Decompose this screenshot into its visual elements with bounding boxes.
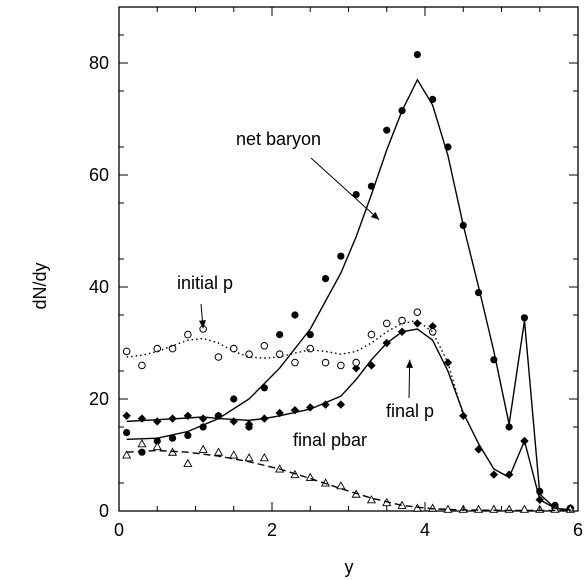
data-point-open-triangle bbox=[428, 503, 438, 512]
data-point-filled-circle bbox=[321, 275, 330, 283]
data-point-open-circle bbox=[398, 316, 406, 325]
annotation-label: net baryon bbox=[236, 129, 321, 149]
data-point-filled-diamond bbox=[198, 414, 208, 423]
data-point-open-circle bbox=[153, 344, 162, 353]
data-point-filled-circle bbox=[153, 437, 161, 445]
series-7-curve bbox=[126, 449, 571, 512]
annotation-label: final p bbox=[386, 401, 434, 421]
data-point-open-circle bbox=[275, 350, 284, 359]
data-point-open-circle bbox=[184, 330, 192, 339]
data-point-open-triangle bbox=[259, 453, 269, 462]
data-point-open-circle bbox=[321, 358, 330, 367]
data-point-open-triangle bbox=[152, 441, 162, 451]
data-point-filled-circle bbox=[352, 191, 360, 199]
data-point-filled-circle bbox=[383, 126, 391, 134]
data-point-open-circle bbox=[260, 342, 269, 350]
y-tick-label: 80 bbox=[89, 53, 109, 73]
series-layer bbox=[122, 51, 575, 513]
annotation-label: initial p bbox=[177, 273, 233, 293]
data-point-filled-diamond bbox=[351, 364, 361, 373]
data-point-open-circle bbox=[352, 358, 360, 367]
annotation-arrowhead bbox=[406, 359, 414, 368]
series-4-curve bbox=[126, 78, 571, 511]
data-point-open-circle bbox=[428, 328, 437, 336]
annotation-label: final pbar bbox=[293, 430, 367, 450]
data-point-open-circle bbox=[229, 344, 238, 353]
y-axis-title: dN/dy bbox=[30, 262, 50, 309]
data-point-open-triangle bbox=[504, 504, 514, 513]
data-point-open-triangle bbox=[244, 453, 254, 462]
x-tick-label: 0 bbox=[114, 520, 124, 540]
data-point-open-triangle bbox=[366, 495, 377, 504]
y-tick-label: 0 bbox=[99, 501, 109, 521]
data-point-filled-circle bbox=[230, 395, 238, 403]
data-point-open-circle bbox=[382, 319, 391, 328]
data-point-open-circle bbox=[214, 353, 223, 361]
data-point-filled-circle bbox=[184, 431, 192, 439]
data-point-filled-circle bbox=[337, 252, 345, 260]
y-tick-label: 40 bbox=[89, 277, 109, 297]
data-point-filled-diamond bbox=[137, 414, 147, 423]
annotation-layer: net baryon initial p final p final pbar bbox=[177, 129, 434, 450]
data-point-filled-circle bbox=[168, 434, 177, 442]
data-point-open-circle bbox=[138, 361, 146, 370]
data-point-open-triangle bbox=[519, 504, 530, 513]
data-point-filled-diamond bbox=[244, 420, 254, 429]
data-point-open-triangle bbox=[229, 450, 239, 459]
data-point-open-triangle bbox=[473, 504, 484, 513]
data-point-filled-circle bbox=[413, 51, 421, 59]
data-point-open-circle bbox=[367, 330, 376, 339]
data-point-open-triangle bbox=[489, 504, 499, 513]
data-point-open-triangle bbox=[198, 444, 208, 453]
data-point-filled-diamond bbox=[336, 400, 346, 409]
x-tick-label: 2 bbox=[267, 520, 277, 540]
data-point-filled-circle bbox=[138, 448, 146, 456]
data-point-filled-circle bbox=[306, 331, 314, 339]
data-point-open-triangle bbox=[213, 447, 224, 456]
data-point-open-circle bbox=[122, 347, 131, 356]
y-tick-label: 20 bbox=[89, 389, 109, 409]
data-point-open-circle bbox=[291, 358, 299, 367]
data-point-filled-diamond bbox=[153, 417, 162, 426]
data-point-open-triangle bbox=[336, 481, 346, 490]
data-point-open-triangle bbox=[122, 450, 132, 459]
data-point-open-triangle bbox=[137, 439, 147, 448]
data-point-filled-diamond bbox=[229, 417, 238, 426]
data-point-filled-diamond bbox=[489, 470, 499, 479]
data-point-open-triangle bbox=[183, 458, 193, 467]
data-point-open-circle bbox=[306, 344, 315, 353]
data-point-filled-circle bbox=[505, 423, 513, 431]
x-tick-label: 6 bbox=[573, 520, 583, 540]
data-point-filled-circle bbox=[123, 429, 131, 437]
x-axis-title: y bbox=[345, 557, 354, 577]
data-point-open-circle bbox=[337, 361, 345, 370]
data-point-filled-diamond bbox=[413, 319, 422, 328]
data-point-filled-circle bbox=[291, 311, 299, 319]
x-tick-label: 4 bbox=[420, 520, 430, 540]
series-5-curve bbox=[126, 328, 571, 511]
data-point-filled-diamond bbox=[122, 411, 131, 420]
y-tick-label: 60 bbox=[89, 165, 109, 185]
data-point-filled-circle bbox=[520, 314, 529, 322]
data-point-filled-circle bbox=[276, 331, 284, 339]
annotation-arrowhead bbox=[198, 320, 206, 329]
data-point-open-circle bbox=[413, 308, 422, 317]
data-point-filled-diamond bbox=[428, 322, 437, 331]
annotation-arrowhead bbox=[370, 211, 380, 220]
annotation-arrow-line bbox=[310, 157, 380, 221]
